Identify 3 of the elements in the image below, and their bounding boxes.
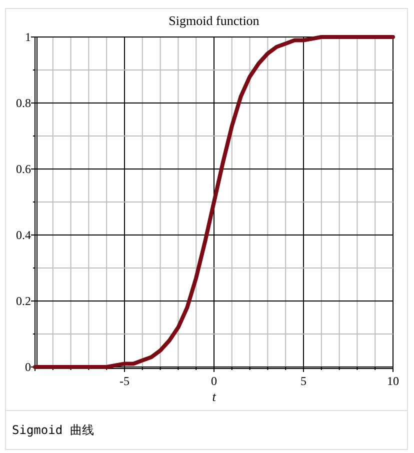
annotation: Sigmoid 曲线 xyxy=(12,423,94,437)
title: Sigmoid function xyxy=(168,13,260,28)
xlabel: t xyxy=(212,389,216,404)
